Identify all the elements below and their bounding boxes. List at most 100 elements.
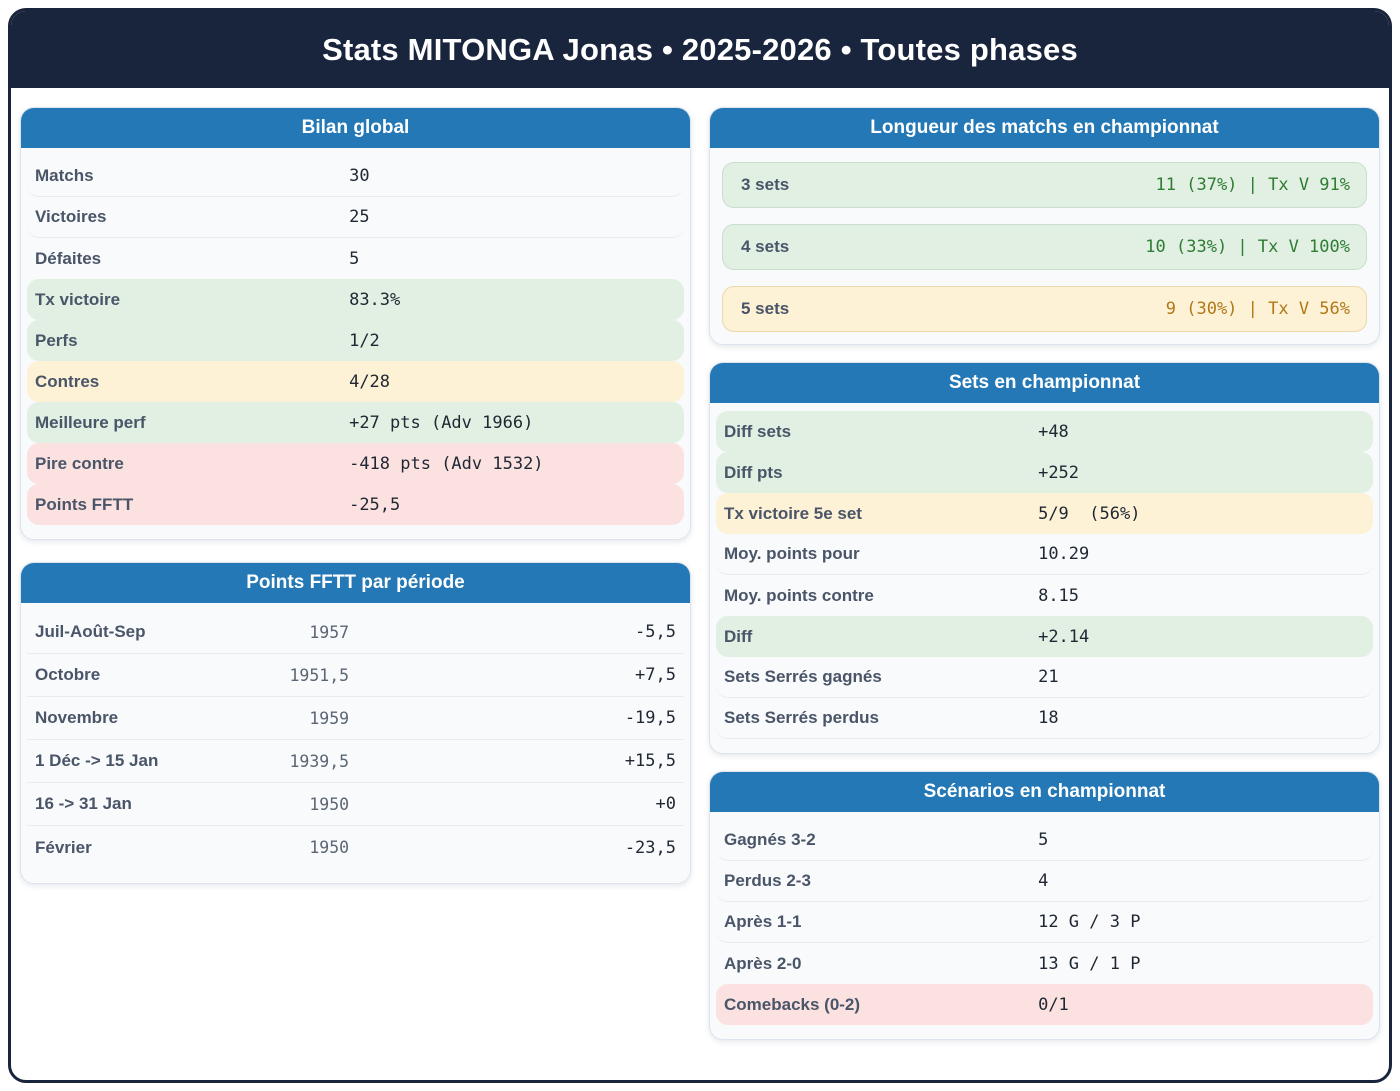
stat-row: Après 1-1 12 G / 3 P <box>716 902 1373 943</box>
card-bilan-global-body: Matchs 30 Victoires 25 Défaites 5 Tx victoire 8… <box>21 148 690 539</box>
stat-label: Tx victoire 5e set <box>724 503 862 523</box>
stat-label: Diff <box>724 626 753 646</box>
match-length-row: 3 sets 11 (37%) | Tx V 91% <box>722 162 1367 208</box>
stat-row: Tx victoire 5e set 5/9 (56%) <box>716 493 1373 534</box>
card-scenarios-championnat: Scénarios en championnat Gagnés 3-2 5 Perd… <box>709 771 1380 1040</box>
stat-value: 18 <box>1038 708 1059 728</box>
period-points: 1950 <box>309 838 350 857</box>
period-label: Juil-Août-Sep <box>35 622 146 641</box>
stat-label: Victoires <box>35 207 107 226</box>
stat-label: Comebacks (0-2) <box>724 994 861 1014</box>
period-label: Novembre <box>35 708 119 727</box>
stat-label: Perfs <box>35 330 78 350</box>
period-points: 1959 <box>309 708 350 728</box>
stat-row: Perfs 1/2 <box>27 320 684 361</box>
period-delta: -23,5 <box>624 837 676 858</box>
period-delta: +15,5 <box>624 751 676 771</box>
stat-row: Moy. points pour 10.29 <box>716 534 1373 575</box>
card-longueur-matchs: Longueur des matchs en championnat 3 set… <box>709 107 1380 345</box>
stat-value: +252 <box>1038 462 1080 483</box>
period-points: 1957 <box>309 622 350 642</box>
card-bilan-global-header: Bilan global <box>21 108 690 148</box>
card-longueur-matchs-header: Longueur des matchs en championnat <box>710 108 1379 148</box>
stats-page: Stats MITONGA Jonas • 2025-2026 • Toutes… <box>8 8 1392 1083</box>
stat-row: Contres 4/28 <box>27 361 684 402</box>
match-length-label: 5 sets <box>741 299 790 318</box>
card-title: Sets en championnat <box>948 372 1141 393</box>
stat-row: Victoires 25 <box>27 197 684 238</box>
stat-value: 4 <box>1038 871 1049 891</box>
stat-value: 1/2 <box>349 330 380 351</box>
stat-value: -25,5 <box>349 494 401 515</box>
period-row: 1 Déc -> 15 Jan 1939,5 +15,5 <box>27 740 684 783</box>
stat-label: Pire contre <box>35 453 124 473</box>
card-longueur-matchs-body: 3 sets 11 (37%) | Tx V 91% 4 sets 10 (33%) … <box>710 148 1379 344</box>
stat-label: Tx victoire <box>35 289 121 309</box>
stat-label: Points FFTT <box>35 494 134 514</box>
match-length-value: 9 (30%) | Tx V 56% <box>1165 299 1350 319</box>
period-delta: -5,5 <box>635 622 676 642</box>
match-length-label: 4 sets <box>741 237 790 256</box>
period-points: 1939,5 <box>289 751 350 771</box>
period-row: Juil-Août-Sep 1957 -5,5 <box>27 611 684 654</box>
stat-value: 8.15 <box>1038 585 1080 606</box>
stat-row: Meilleure perf +27 pts (Adv 1966) <box>27 402 684 443</box>
stat-value: +27 pts (Adv 1966) <box>349 412 534 433</box>
stat-value: 13 G / 1 P <box>1038 953 1141 974</box>
stat-label: Perdus 2-3 <box>724 871 811 890</box>
stat-label: Matchs <box>35 166 94 185</box>
left-column: Bilan global Matchs 30 Victoires 25 Défaites… <box>20 107 691 1057</box>
card-scenarios-championnat-body: Gagnés 3-2 5 Perdus 2-3 4 Après 1-1 12 G / 3 … <box>710 812 1379 1039</box>
stat-label: Après 1-1 <box>724 912 802 931</box>
stat-value: 5/9 (56%) <box>1038 503 1141 524</box>
stat-label: Défaites <box>35 248 102 268</box>
period-row: Octobre 1951,5 +7,5 <box>27 654 684 697</box>
stat-row: Perdus 2-3 4 <box>716 861 1373 902</box>
stat-label: Après 2-0 <box>724 953 802 973</box>
card-bilan-global: Bilan global Matchs 30 Victoires 25 Défaites… <box>20 107 691 540</box>
stat-row: Après 2-0 13 G / 1 P <box>716 943 1373 984</box>
stat-row: Points FFTT -25,5 <box>27 484 684 525</box>
stat-value: 4/28 <box>349 371 391 392</box>
period-row: Février 1950 -23,5 <box>27 826 684 869</box>
stat-value: 5 <box>1038 830 1049 850</box>
card-sets-championnat: Sets en championnat Diff sets +48 Diff pts… <box>709 362 1380 754</box>
match-length-row: 5 sets 9 (30%) | Tx V 56% <box>722 286 1367 332</box>
stat-value: 0/1 <box>1038 994 1069 1015</box>
stat-value: 10.29 <box>1038 544 1090 564</box>
stat-value: +2.14 <box>1038 626 1090 647</box>
stat-value: 12 G / 3 P <box>1038 912 1141 932</box>
stat-value: 83.3% <box>349 289 401 310</box>
period-label: Février <box>35 837 92 857</box>
stat-label: Diff pts <box>724 462 783 482</box>
stat-row: Défaites 5 <box>27 238 684 279</box>
page-header: Stats MITONGA Jonas • 2025-2026 • Toutes… <box>11 11 1389 88</box>
stat-value: 5 <box>349 248 360 269</box>
stat-row: Moy. points contre 8.15 <box>716 575 1373 616</box>
stat-label: Moy. points pour <box>724 544 860 563</box>
stat-row: Pire contre -418 pts (Adv 1532) <box>27 443 684 484</box>
card-points-fftt-body: Juil-Août-Sep 1957 -5,5 Octobre 1951,5 +7,5 No… <box>21 603 690 883</box>
match-length-row: 4 sets 10 (33%) | Tx V 100% <box>722 224 1367 270</box>
card-sets-championnat-header: Sets en championnat <box>710 363 1379 403</box>
card-title: Longueur des matchs en championnat <box>870 117 1219 138</box>
period-row: Novembre 1959 -19,5 <box>27 697 684 740</box>
stat-row: Sets Serrés perdus 18 <box>716 698 1373 739</box>
period-delta: -19,5 <box>624 708 676 728</box>
content: Bilan global Matchs 30 Victoires 25 Défaites… <box>11 88 1389 1057</box>
card-title: Scénarios en championnat <box>923 781 1166 802</box>
card-title: Bilan global <box>301 117 410 138</box>
card-sets-championnat-body: Diff sets +48 Diff pts +252 Tx victoire 5e s… <box>710 403 1379 753</box>
stat-row: Diff +2.14 <box>716 616 1373 657</box>
stat-row: Diff sets +48 <box>716 411 1373 452</box>
stat-row: Sets Serrés gagnés 21 <box>716 657 1373 698</box>
card-scenarios-championnat-header: Scénarios en championnat <box>710 772 1379 812</box>
period-label: Octobre <box>35 665 101 684</box>
stat-label: Contres <box>35 371 100 391</box>
stat-value: 25 <box>349 207 370 227</box>
page-title: Stats MITONGA Jonas • 2025-2026 • Toutes… <box>322 31 1078 67</box>
stat-row: Diff pts +252 <box>716 452 1373 493</box>
stat-value: +48 <box>1038 421 1069 442</box>
period-row: 16 -> 31 Jan 1950 +0 <box>27 783 684 826</box>
stat-row: Gagnés 3-2 5 <box>716 820 1373 861</box>
